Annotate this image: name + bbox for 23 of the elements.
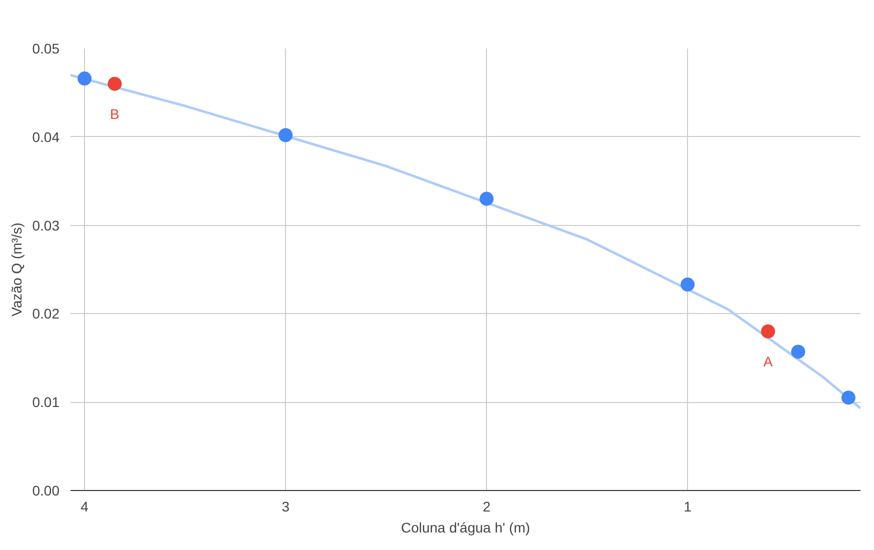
point [78,72,92,86]
y-tick-label: 0.00 [32,482,60,498]
x-axis-title: Coluna d'água h' (m) [400,520,530,536]
annotation: B [110,106,120,122]
y-tick-label: 0.04 [32,128,60,145]
point [278,128,293,142]
x-tick-label: 3 [282,498,290,514]
point [791,344,806,359]
point [108,76,122,91]
y-axis-title: Vazão Q (m³/s) [8,222,24,316]
point [841,390,856,405]
annotation: A [763,353,774,370]
x-tick-label: 1 [684,498,692,514]
point [480,192,494,206]
y-tick-label: 0.05 [32,40,60,56]
y-tick-label: 0.01 [32,394,60,410]
point [761,324,776,338]
point [680,278,695,292]
x-tick-label: 2 [482,498,491,514]
x-tick-label: 4 [80,498,89,514]
y-tick-label: 0.02 [32,306,60,322]
line-series [70,74,860,410]
y-tick-label: 0.03 [32,217,60,234]
